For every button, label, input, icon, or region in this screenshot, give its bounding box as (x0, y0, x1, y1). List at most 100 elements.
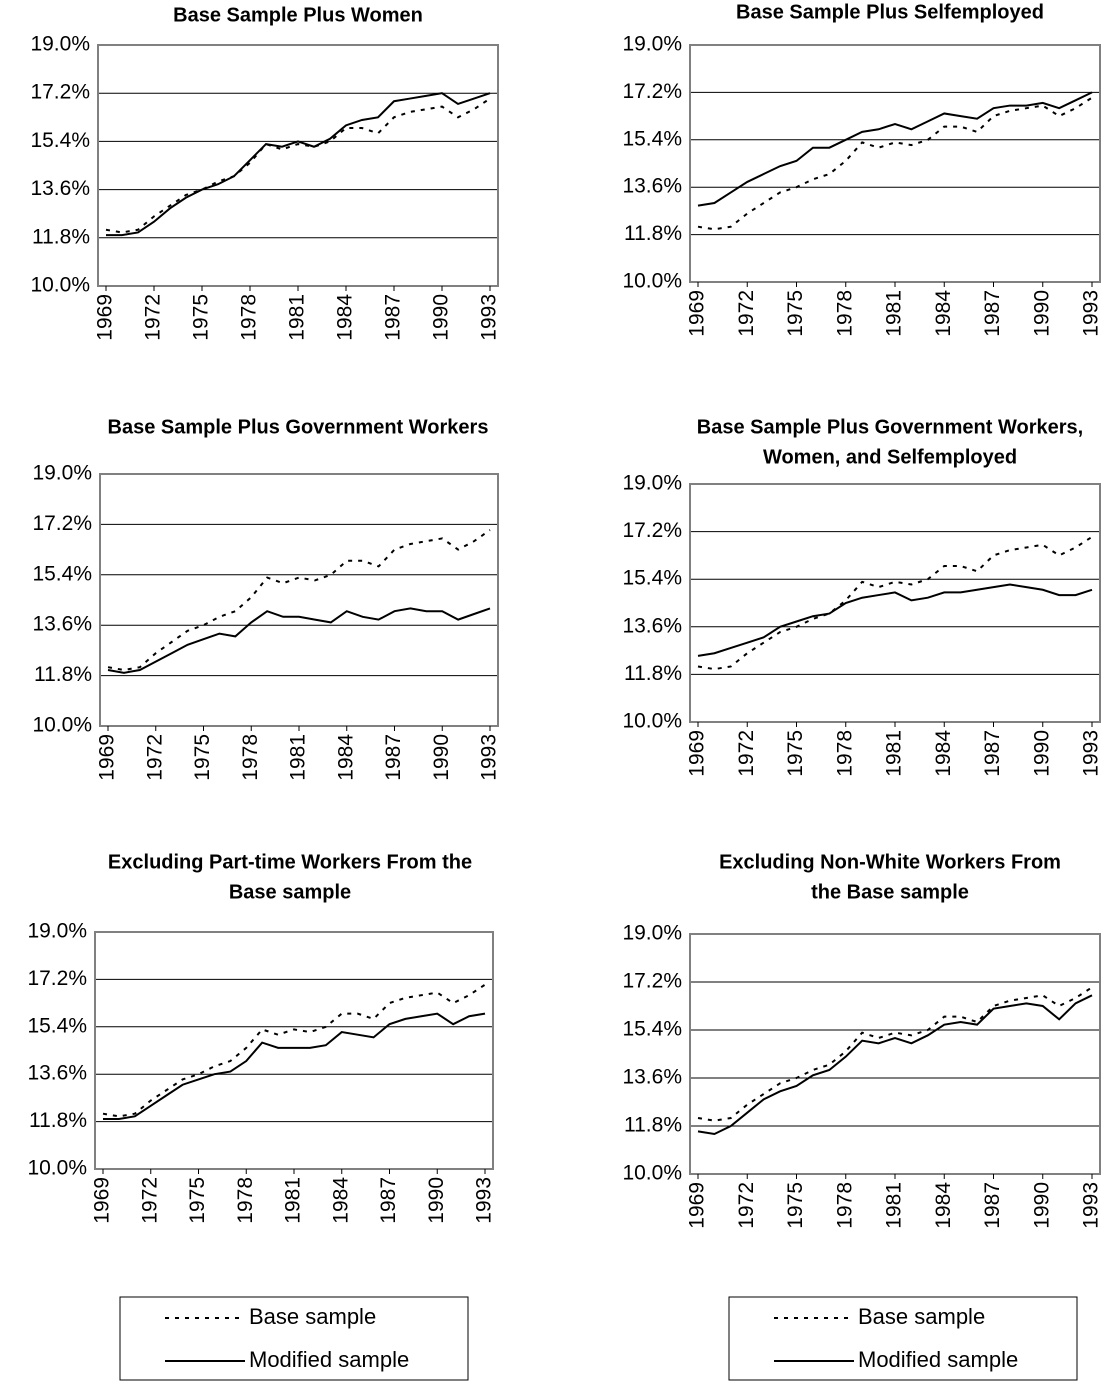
x-tick-label: 1993 (1080, 1182, 1103, 1229)
x-tick-label: 1981 (287, 734, 310, 781)
legend-label: Modified sample (858, 1347, 1018, 1372)
y-tick-label: 19.0% (622, 33, 682, 56)
legend-label: Base sample (249, 1304, 376, 1329)
legend-label: Base sample (858, 1304, 985, 1329)
y-tick-label: 10.0% (622, 710, 682, 733)
y-tick-label: 19.0% (30, 33, 90, 56)
y-tick-label: 15.4% (622, 1018, 682, 1041)
y-tick-label: 17.2% (622, 970, 682, 993)
y-tick-label: 15.4% (622, 567, 682, 590)
y-tick-label: 11.8% (624, 1114, 682, 1137)
chart-title: Base Sample Plus Women (173, 4, 423, 26)
x-tick-label: 1978 (238, 294, 261, 341)
plot-frame (689, 933, 1101, 1175)
x-tick-label: 1969 (686, 290, 709, 337)
y-tick-label: 13.6% (622, 614, 682, 637)
x-tick-label: 1993 (473, 1177, 496, 1224)
y-tick-label: 10.0% (30, 274, 90, 297)
x-tick-label: 1969 (94, 294, 117, 341)
y-tick-label: 17.2% (27, 967, 87, 990)
x-tick-label: 1993 (1080, 290, 1103, 337)
chart-title: the Base sample (811, 881, 969, 903)
series-line (697, 96, 1093, 231)
series-line (105, 97, 491, 234)
y-tick-label: 11.8% (624, 222, 682, 245)
y-tick-label: 15.4% (27, 1014, 87, 1037)
y-tick-label: 17.2% (32, 512, 92, 535)
x-tick-label: 1990 (1030, 290, 1053, 337)
x-tick-label: 1993 (478, 294, 501, 341)
y-tick-label: 15.4% (622, 127, 682, 150)
series-line (697, 994, 1093, 1136)
y-tick-label: 19.0% (27, 920, 87, 943)
x-tick-label: 1978 (239, 734, 262, 781)
x-tick-label: 1984 (334, 294, 357, 341)
x-tick-label: 1978 (833, 290, 856, 337)
x-tick-label: 1969 (91, 1177, 114, 1224)
y-tick-label: 19.0% (622, 922, 682, 945)
x-tick-label: 1975 (191, 734, 214, 781)
y-tick-label: 10.0% (27, 1157, 87, 1180)
x-tick-label: 1981 (883, 730, 906, 777)
chart-title: Women, and Selfemployed (763, 446, 1017, 468)
series-line (103, 1012, 486, 1120)
plot-frame (689, 44, 1101, 283)
y-tick-label: 13.6% (30, 177, 90, 200)
x-tick-label: 1987 (382, 734, 405, 781)
x-tick-label: 1972 (735, 1182, 758, 1229)
y-tick-label: 11.8% (29, 1109, 87, 1132)
chart-title: Base Sample Plus Government Workers, (697, 416, 1083, 438)
x-tick-label: 1981 (286, 294, 309, 341)
y-tick-label: 13.6% (622, 175, 682, 198)
y-tick-label: 17.2% (622, 80, 682, 103)
x-tick-label: 1975 (784, 290, 807, 337)
series-line (697, 91, 1093, 207)
y-tick-label: 17.2% (30, 81, 90, 104)
x-tick-label: 1975 (784, 1182, 807, 1229)
y-tick-label: 17.2% (622, 519, 682, 542)
chart-title: Base Sample Plus Selfemployed (736, 1, 1044, 23)
y-tick-label: 10.0% (32, 714, 92, 737)
x-tick-label: 1990 (425, 1177, 448, 1224)
x-tick-label: 1969 (686, 1182, 709, 1229)
x-tick-label: 1984 (932, 290, 955, 337)
x-tick-label: 1975 (190, 294, 213, 341)
y-tick-label: 10.0% (622, 270, 682, 293)
x-tick-label: 1993 (478, 734, 501, 781)
legend-box (728, 1296, 1078, 1381)
x-tick-label: 1987 (981, 290, 1004, 337)
x-tick-label: 1984 (932, 1182, 955, 1229)
y-tick-label: 19.0% (32, 462, 92, 485)
plot-frame (94, 931, 494, 1170)
x-tick-label: 1987 (377, 1177, 400, 1224)
y-tick-label: 10.0% (622, 1162, 682, 1185)
series-line (102, 983, 486, 1118)
y-tick-label: 19.0% (622, 472, 682, 495)
x-tick-label: 1972 (735, 290, 758, 337)
x-tick-label: 1990 (430, 734, 453, 781)
chart-title: Base Sample Plus Government Workers (108, 416, 489, 438)
series-line (107, 529, 491, 672)
x-tick-label: 1987 (981, 730, 1004, 777)
x-tick-label: 1981 (883, 1182, 906, 1229)
x-tick-label: 1984 (329, 1177, 352, 1224)
x-tick-label: 1972 (142, 294, 165, 341)
chart-title: Base sample (229, 881, 351, 903)
x-tick-label: 1984 (932, 730, 955, 777)
x-tick-label: 1978 (833, 1182, 856, 1229)
x-tick-label: 1981 (282, 1177, 305, 1224)
legend-box (119, 1296, 469, 1381)
y-tick-label: 15.4% (32, 562, 92, 585)
x-tick-label: 1990 (430, 294, 453, 341)
series-line (106, 92, 491, 237)
x-tick-label: 1975 (186, 1177, 209, 1224)
x-tick-label: 1984 (334, 734, 357, 781)
x-tick-label: 1969 (96, 734, 119, 781)
y-tick-label: 15.4% (30, 129, 90, 152)
series-line (697, 986, 1093, 1122)
x-tick-label: 1972 (735, 730, 758, 777)
x-tick-label: 1972 (138, 1177, 161, 1224)
x-tick-label: 1978 (833, 730, 856, 777)
series-line (107, 607, 491, 674)
